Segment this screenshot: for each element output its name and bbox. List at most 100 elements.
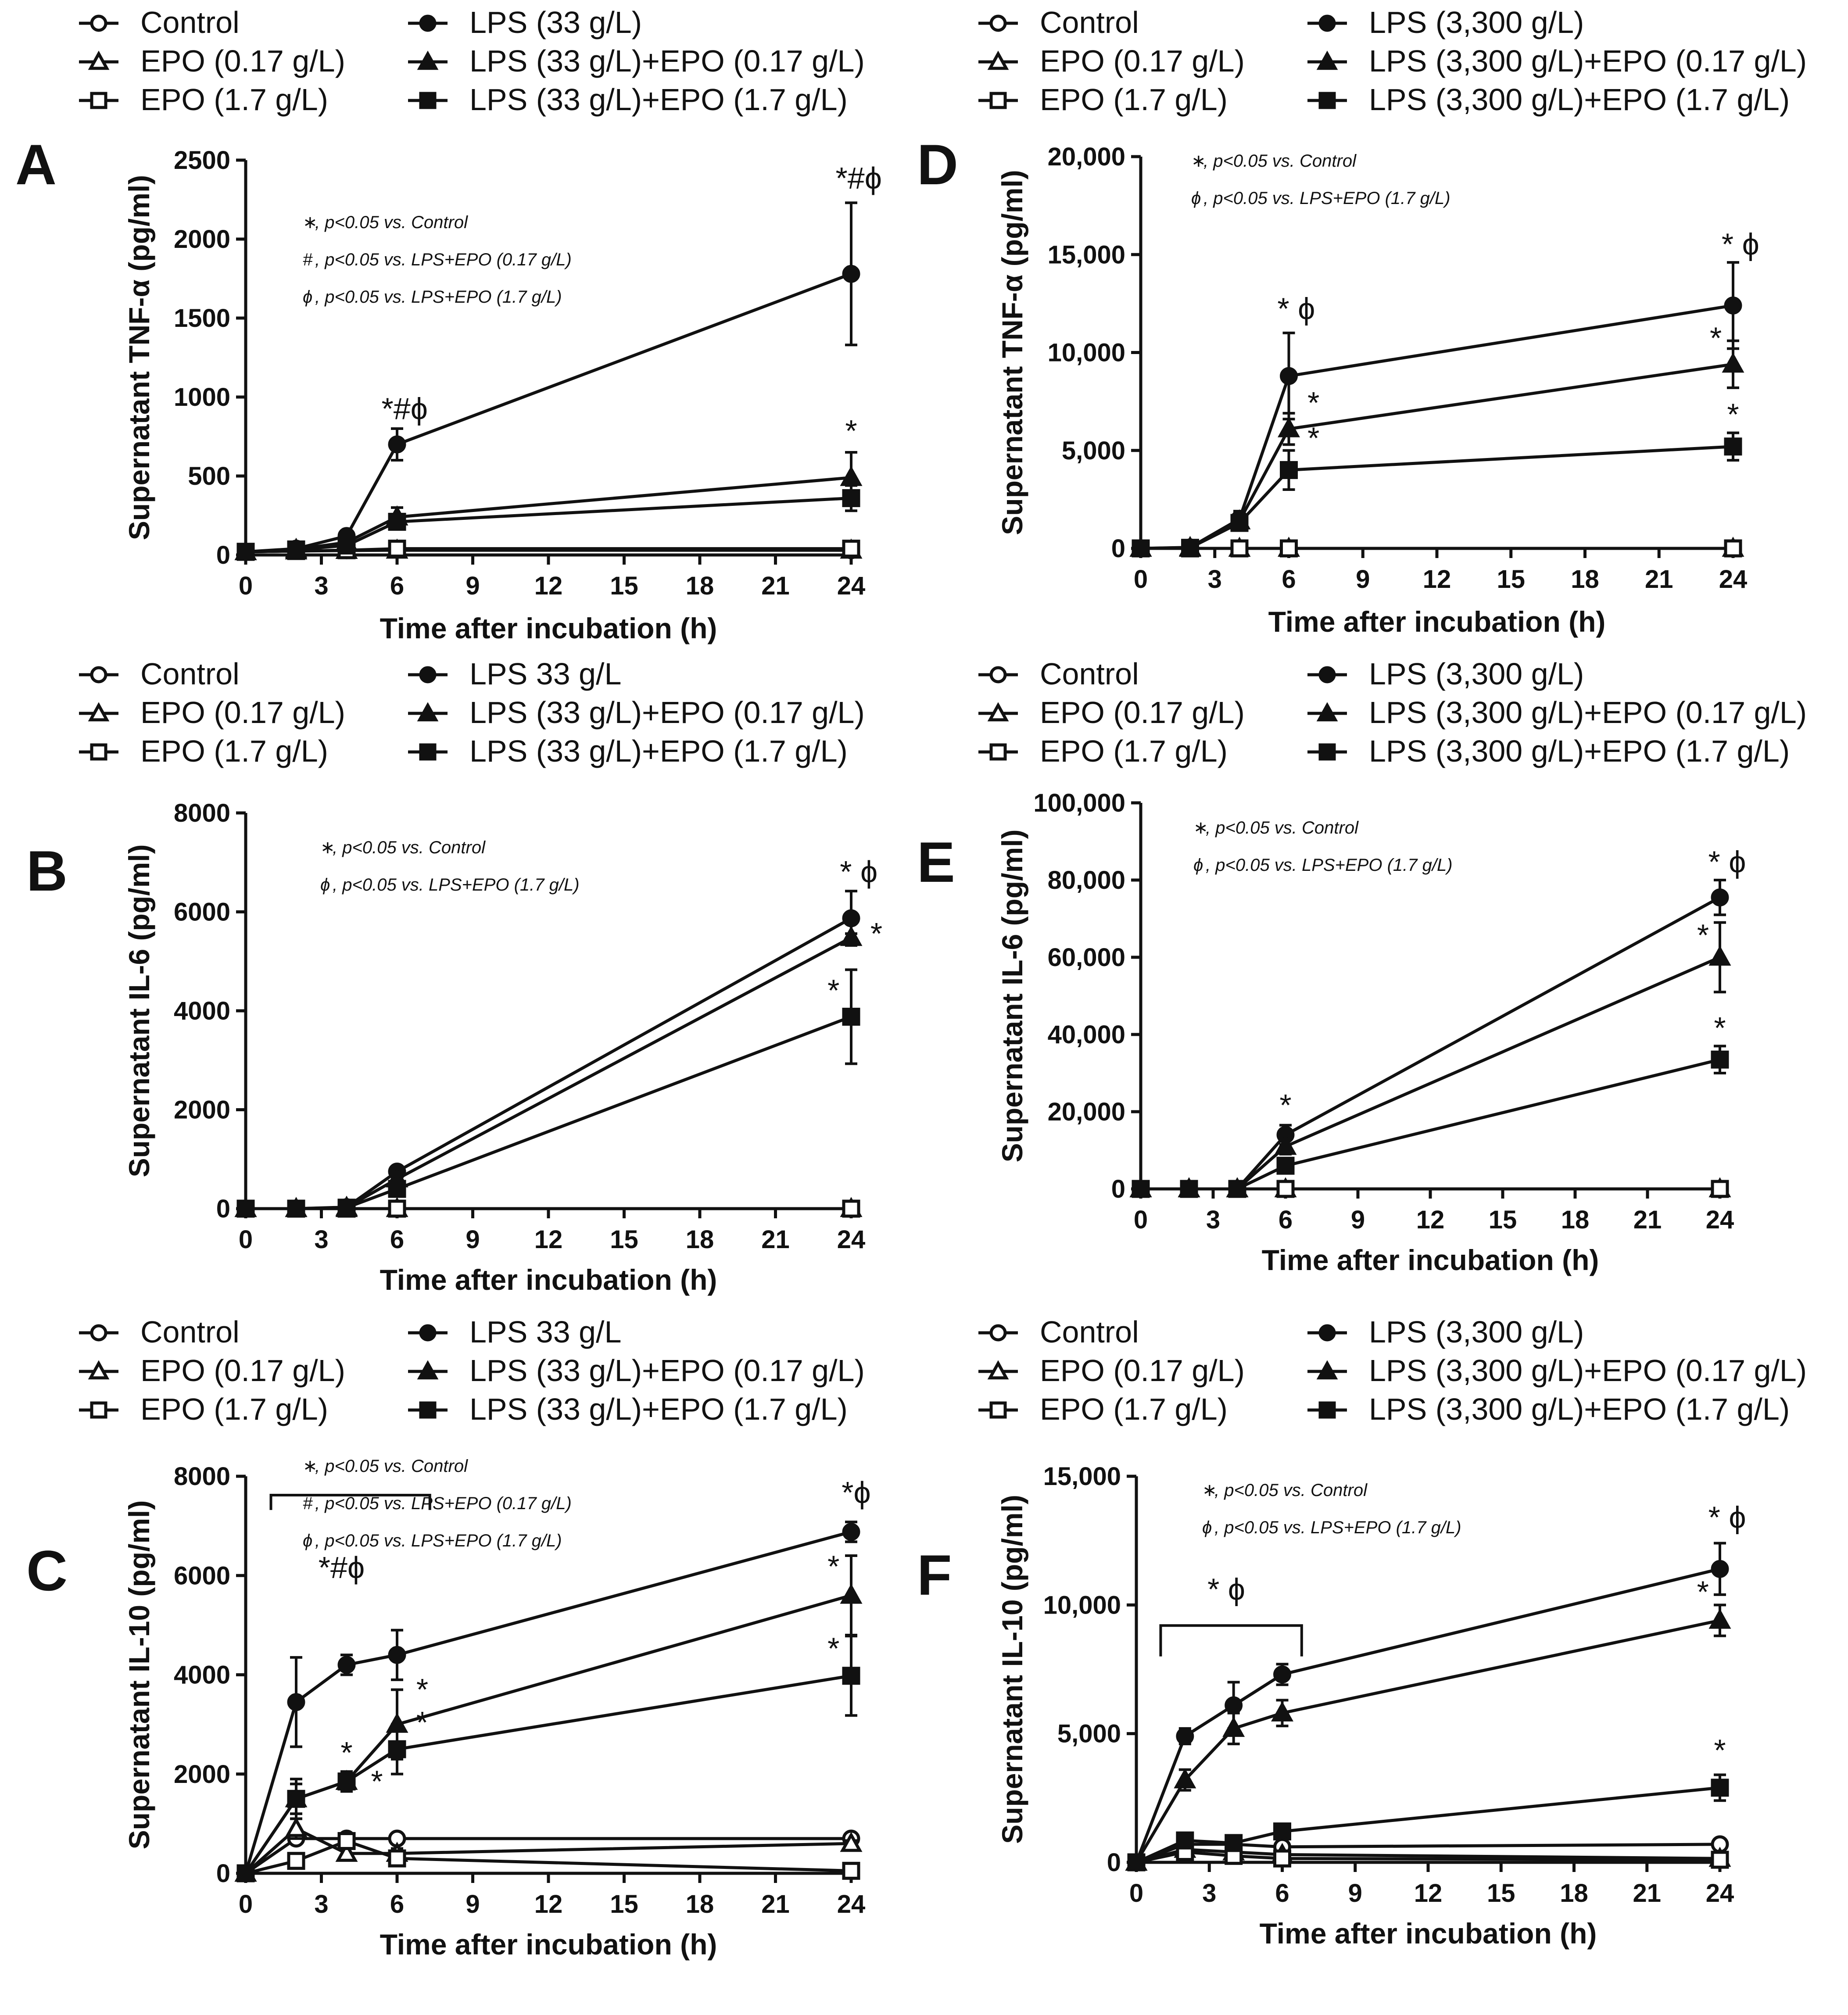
significance-mark: * — [371, 1764, 383, 1798]
legend-item: LPS (3,300 g/L)+EPO (0.17 g/L) — [1307, 44, 1807, 78]
significance-note: ∗, p<0.05 vs. Control — [1191, 151, 1357, 171]
legend-item: LPS (33 g/L)+EPO (0.17 g/L) — [408, 1353, 865, 1388]
note-text: , p<0.05 vs. LPS+EPO (0.17 g/L) — [315, 250, 572, 269]
significance-mark: * — [1714, 1011, 1726, 1045]
note-symbol: ϕ — [1193, 855, 1203, 875]
legend-label: LPS (3,300 g/L) — [1369, 657, 1584, 691]
x-tick-label: 15 — [1489, 1206, 1517, 1234]
x-tick-label: 9 — [466, 1890, 480, 1918]
legend-label: EPO (1.7 g/L) — [140, 1392, 328, 1426]
legend-item: LPS (33 g/L)+EPO (1.7 g/L) — [408, 1392, 848, 1426]
y-axis-title: Supernatant IL-10 (pg/ml) — [996, 1495, 1028, 1844]
legend-label: EPO (1.7 g/L) — [140, 734, 328, 768]
x-tick-label: 3 — [314, 572, 328, 600]
x-tick-label: 18 — [686, 1225, 714, 1254]
legend-label: LPS (3,300 g/L)+EPO (0.17 g/L) — [1369, 695, 1807, 730]
y-tick-label: 40,000 — [1048, 1020, 1125, 1049]
y-tick-label: 4000 — [174, 997, 230, 1025]
x-tick-label: 3 — [1206, 1206, 1220, 1234]
legend-label: Control — [1040, 5, 1139, 39]
significance-mark: * ϕ — [1722, 227, 1759, 261]
panel-F: F Control EPO (0.17 g/L) EPO (1.7 g/L) LPS (… — [917, 1315, 1807, 1950]
y-tick-label: 80,000 — [1048, 866, 1125, 895]
x-tick-label: 21 — [1645, 565, 1673, 594]
x-tick-label: 3 — [1208, 565, 1222, 594]
data-point — [388, 1849, 406, 1868]
y-tick-label: 20,000 — [1048, 143, 1125, 171]
y-axis-title: Supernatant IL-6 (pg/ml) — [123, 845, 155, 1178]
legend-item: LPS (3,300 g/L)+EPO (0.17 g/L) — [1307, 695, 1807, 730]
legend-marker — [987, 1360, 1009, 1380]
x-tick-label: 21 — [761, 1225, 790, 1254]
data-point — [840, 1583, 863, 1604]
x-tick-label: 12 — [1423, 565, 1451, 594]
data-point — [388, 435, 406, 454]
y-tick-label: 6000 — [174, 1561, 230, 1590]
significance-mark: * ϕ — [840, 855, 877, 889]
legend-item: EPO (0.17 g/L) — [79, 1353, 345, 1388]
x-axis-title: Time after incubation (h) — [1268, 605, 1606, 638]
note-symbol: ∗ — [1202, 1481, 1217, 1500]
x-tick-label: 0 — [1134, 1206, 1148, 1234]
legend-item: EPO (0.17 g/L) — [79, 695, 345, 730]
legend-label: Control — [140, 657, 240, 691]
x-tick-label: 12 — [1414, 1879, 1443, 1908]
data-point — [287, 1852, 305, 1870]
y-axis-title: Supernatant TNF-α (pg/ml) — [996, 170, 1028, 535]
y-axis-title: Supernatant IL-6 (pg/ml) — [996, 830, 1028, 1163]
note-text: , p<0.05 vs. LPS+EPO (1.7 g/L) — [1214, 1518, 1461, 1537]
legend-label: LPS (3,300 g/L)+EPO (0.17 g/L) — [1369, 44, 1807, 78]
significance-note: ∗, p<0.05 vs. Control — [320, 838, 486, 857]
legend-item: EPO (0.17 g/L) — [79, 44, 345, 78]
legend-item: Control — [978, 5, 1139, 39]
x-axis-title: Time after incubation (h) — [380, 1263, 717, 1296]
significance-mark: * — [1307, 386, 1319, 420]
y-tick-label: 0 — [1107, 1848, 1121, 1877]
significance-mark: * — [1307, 421, 1319, 455]
x-tick-label: 24 — [837, 1890, 866, 1918]
note-text: , p<0.05 vs. LPS+EPO (0.17 g/L) — [315, 1494, 572, 1513]
data-point — [287, 1693, 305, 1711]
note-symbol: ϕ — [303, 287, 312, 307]
legend-marker — [419, 14, 437, 32]
data-point — [337, 1772, 356, 1791]
data-point — [1176, 1727, 1194, 1746]
legend-label: EPO (0.17 g/L) — [1040, 695, 1245, 730]
significance-mark: * ϕ — [1277, 292, 1315, 326]
significance-mark: *ϕ — [842, 1475, 870, 1510]
data-point — [842, 265, 860, 283]
y-tick-label: 2000 — [174, 225, 230, 254]
legend-item: Control — [79, 657, 240, 691]
note-text: , p<0.05 vs. Control — [315, 213, 468, 232]
data-point — [1127, 1853, 1146, 1872]
x-tick-label: 21 — [761, 1890, 790, 1918]
data-point — [1225, 1834, 1243, 1852]
x-tick-label: 18 — [686, 572, 714, 600]
data-point — [842, 1861, 860, 1880]
data-point — [1181, 539, 1199, 557]
y-tick-label: 5,000 — [1062, 437, 1125, 465]
significance-bracket — [1159, 1624, 1303, 1657]
data-point — [1711, 1779, 1729, 1797]
legend-item: LPS (33 g/L)+EPO (0.17 g/L) — [408, 695, 865, 730]
data-point — [388, 1646, 406, 1664]
legend-marker — [90, 743, 107, 761]
significance-note: ϕ, p<0.05 vs. LPS+EPO (1.7 g/L) — [1191, 189, 1450, 208]
legend-marker — [90, 1401, 107, 1419]
x-tick-label: 24 — [1706, 1879, 1734, 1908]
note-text: , p<0.05 vs. LPS+EPO (1.7 g/L) — [315, 1531, 562, 1550]
legend-item: LPS (3,300 g/L)+EPO (1.7 g/L) — [1307, 734, 1790, 768]
y-tick-label: 0 — [216, 1195, 230, 1223]
legend-marker — [88, 702, 110, 722]
note-text: , p<0.05 vs. Control — [315, 1457, 468, 1476]
legend-item: LPS 33 g/L — [408, 1315, 621, 1349]
data-point — [1176, 1831, 1194, 1850]
y-tick-label: 8000 — [174, 799, 230, 827]
x-axis-title: Time after incubation (h) — [380, 612, 717, 644]
data-point — [1132, 539, 1150, 558]
legend-marker — [1316, 1360, 1338, 1380]
y-tick-label: 15,000 — [1043, 1462, 1121, 1491]
legend-marker — [90, 92, 107, 109]
x-tick-label: 9 — [466, 572, 480, 600]
legend-label: EPO (0.17 g/L) — [140, 44, 345, 78]
